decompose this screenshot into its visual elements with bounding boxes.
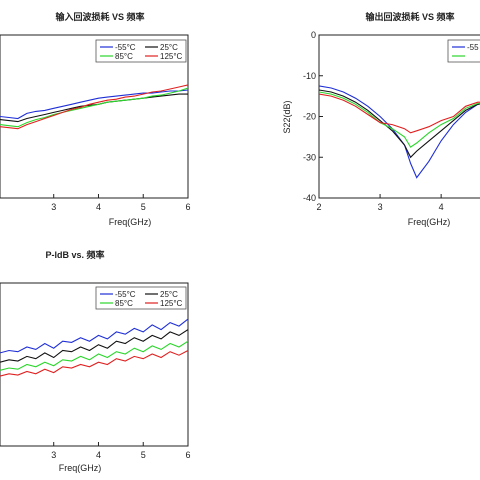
chart-2-y-tick-label: 0 [311, 30, 316, 40]
chart-2-y-tick-label: -20 [303, 112, 316, 122]
chart-3-legend-label-1: -55°C [115, 290, 136, 299]
chart-1-plot-frame [0, 34, 189, 199]
chart-3-legend-label-2: 25°C [160, 290, 178, 299]
chart-3-x-axis-label: Freq(GHz) [59, 463, 102, 473]
chart-2-y-tick-label: -30 [303, 152, 316, 162]
chart-2-series-line-4 [319, 93, 480, 134]
chart-1-legend-label-2: 25°C [160, 43, 178, 52]
chart-2-x-tick-label: 4 [439, 202, 444, 212]
chart-2-series-line-3 [319, 91, 480, 148]
chart-3-plot-frame [0, 282, 189, 447]
chart-3-series-line-2 [0, 329, 188, 363]
chart-2-title: 输出回波损耗 VS 频率 [365, 11, 454, 22]
chart-3-x-tick-label: 6 [185, 450, 190, 460]
chart-3-legend-label-4: 125°C [160, 299, 183, 308]
chart-2-y-tick-label: -10 [303, 71, 316, 81]
chart-3-x-tick-label: 5 [141, 450, 146, 460]
chart-1-series-line-3 [0, 87, 188, 128]
chart-3-series-line-4 [0, 350, 188, 377]
chart-1-title: 输入回波损耗 VS 频率 [55, 11, 144, 22]
chart-2-series-line-2 [319, 89, 480, 159]
chart-1-series-group [0, 84, 188, 130]
chart-3-x-tick-label: 4 [96, 450, 101, 460]
chart-1-legend-label-1: -55°C [115, 43, 136, 52]
chart-1-legend-label-4: 125°C [160, 52, 183, 61]
chart-2-x-tick-label: 3 [378, 202, 383, 212]
chart-3-x-tick-label: 3 [51, 450, 56, 460]
chart-1-x-axis-label: Freq(GHz) [109, 217, 152, 227]
chart-2-y-axis-label: S22(dB) [282, 100, 292, 133]
chart-1-x-tick-label: 4 [96, 202, 101, 212]
chart-1-x-tick-label: 5 [141, 202, 146, 212]
chart-3-series-line-3 [0, 340, 188, 371]
chart-3-series-group [0, 318, 188, 377]
chart-3-title: P-ldB vs. 频率 [45, 249, 104, 260]
chart-2-series-group [319, 85, 480, 179]
chart-1-series-line-2 [0, 93, 188, 123]
chart-3-legend-label-3: 85°C [115, 299, 133, 308]
chart-1-series-line-4 [0, 84, 188, 130]
chart-2-legend-label-1: -55 [467, 43, 479, 52]
chart-1-series-line-1 [0, 89, 188, 120]
chart-2-y-tick-label: -40 [303, 193, 316, 203]
chart-2-series-line-1 [319, 85, 480, 179]
chart-3-series-line-1 [0, 318, 188, 354]
chart-3-legend-box [95, 286, 187, 310]
chart-1-legend-label-3: 85°C [115, 52, 133, 61]
chart-2-x-tick-label: 2 [316, 202, 321, 212]
chart-1-legend-box [95, 39, 187, 63]
chart-1-x-tick-label: 6 [185, 202, 190, 212]
chart-1-x-tick-label: 3 [51, 202, 56, 212]
chart-2-x-axis-label: Freq(GHz) [408, 217, 451, 227]
